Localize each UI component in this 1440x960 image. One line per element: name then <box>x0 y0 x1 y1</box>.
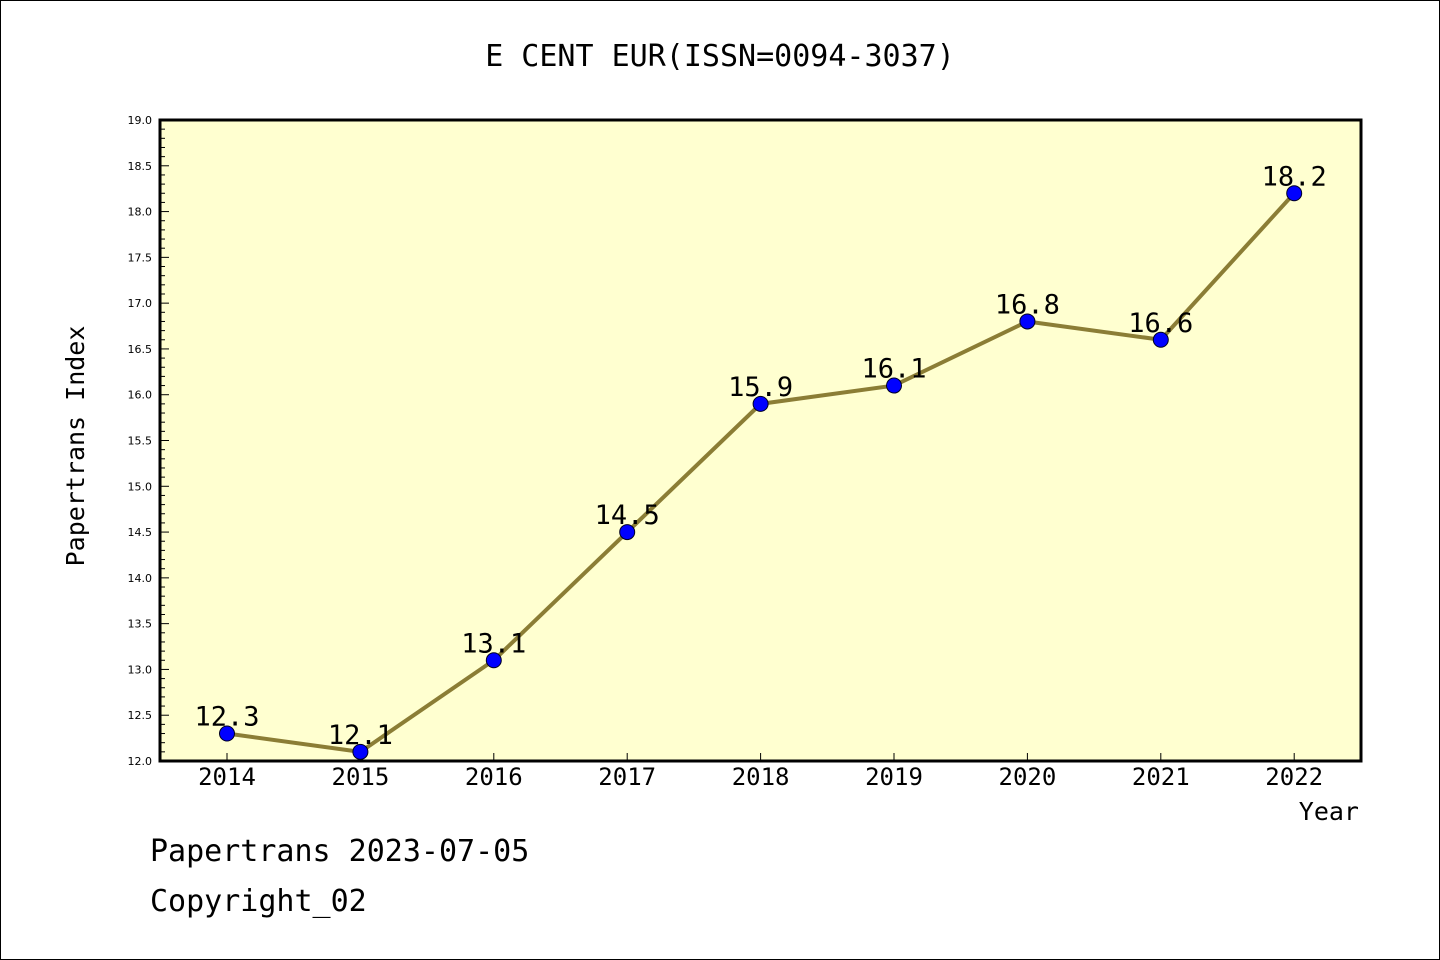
footer-date: Papertrans 2023-07-05 <box>150 834 530 869</box>
y-tick-label: 16.5 <box>128 343 153 356</box>
plot-area <box>160 120 1361 761</box>
data-label: 16.1 <box>861 354 926 385</box>
data-point <box>219 725 235 742</box>
data-label: 15.9 <box>728 372 793 403</box>
x-tick-label: 2017 <box>598 763 656 791</box>
data-label: 14.5 <box>595 500 660 531</box>
y-axis-label: Papertrans Index <box>61 326 90 567</box>
plot-border <box>158 118 1363 763</box>
y-tick-label: 15.0 <box>128 480 153 493</box>
data-label: 18.2 <box>1262 161 1327 192</box>
y-tick-label: 14.0 <box>128 572 153 585</box>
data-point <box>752 395 769 412</box>
data-point <box>1019 313 1036 330</box>
data-point <box>485 652 502 669</box>
data-label: 13.1 <box>461 628 526 659</box>
data-point <box>1152 331 1169 348</box>
data-point <box>886 377 902 394</box>
y-tick-label: 18.0 <box>128 206 153 219</box>
data-labels: 12.3 12.1 13.1 14.5 15.9 16.1 16.8 16.6 18.2 <box>194 161 1326 751</box>
y-tick-label: 12.5 <box>128 709 153 722</box>
data-label: 16.8 <box>995 289 1060 320</box>
footer-copyright: Copyright_02 <box>150 884 367 919</box>
y-tick-label: 17.5 <box>128 251 153 264</box>
x-tick-label: 2022 <box>1265 763 1323 791</box>
data-label: 16.6 <box>1128 308 1193 339</box>
chart-title: E CENT EUR(ISSN=0094-3037) <box>485 39 955 74</box>
data-point <box>1286 185 1303 202</box>
y-tick-label: 13.0 <box>128 663 153 676</box>
y-tick-label: 13.5 <box>128 618 153 631</box>
y-tick-label: 12.0 <box>128 755 153 768</box>
x-tick-label: 2018 <box>732 763 790 791</box>
y-tick-label: 19.0 <box>128 114 153 127</box>
data-point <box>352 743 369 760</box>
x-axis-label: Year <box>1299 797 1359 826</box>
series-group <box>219 185 1303 760</box>
x-tick-label: 2021 <box>1132 763 1190 791</box>
x-tick-label: 2015 <box>332 763 390 791</box>
y-tick-label: 14.5 <box>128 526 153 539</box>
y-tick-label: 16.0 <box>128 389 153 402</box>
data-label: 12.3 <box>194 702 259 733</box>
x-axis: 2014 2015 2016 2017 2018 2019 2020 2021 2022 <box>198 753 1323 791</box>
y-tick-label: 18.5 <box>128 160 153 173</box>
y-tick-label: 15.5 <box>128 435 153 448</box>
data-point <box>619 524 636 541</box>
x-tick-label: 2016 <box>465 763 523 791</box>
y-tick-label: 17.0 <box>128 297 153 310</box>
data-label: 12.1 <box>328 720 393 751</box>
x-tick-label: 2019 <box>865 763 923 791</box>
x-tick-label: 2020 <box>999 763 1057 791</box>
x-tick-label: 2014 <box>198 763 256 791</box>
